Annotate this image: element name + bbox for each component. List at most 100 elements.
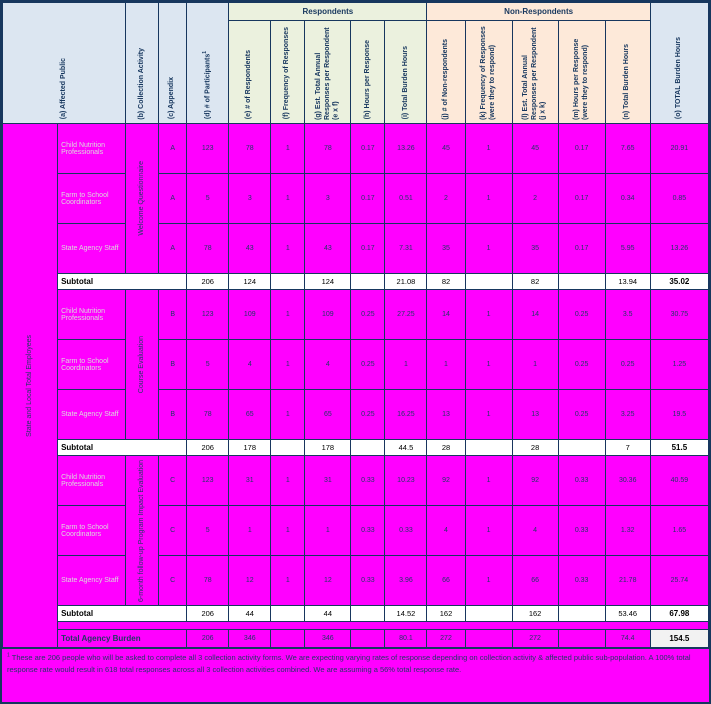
cell-j: 1 xyxy=(426,339,466,390)
col-header-participants: (d) # of Participants1 xyxy=(186,2,230,124)
cell-appendix: A xyxy=(158,123,188,174)
cell-g: 1 xyxy=(304,505,352,556)
col-header-affected-public: (a) Affected Public xyxy=(1,2,127,124)
cell-h: 0.33 xyxy=(350,505,386,556)
footnote-marker: 1 xyxy=(7,652,10,659)
cell-l: 14 xyxy=(511,289,559,340)
activity-cell: Welcome Questionnaire xyxy=(125,123,160,274)
col-header-g-label: (g) Est. Total Annual Responses per Resp… xyxy=(314,26,340,120)
row-label: State Agency Staff xyxy=(57,223,127,274)
cell-g: 178 xyxy=(304,439,352,456)
cell-k: 1 xyxy=(464,339,513,390)
col-header-f-label: (f) Frequency of Responses xyxy=(283,27,291,120)
cell-k: 1 xyxy=(464,123,513,174)
cell-h: 0.17 xyxy=(350,123,386,174)
cell-e: 65 xyxy=(228,389,272,440)
cell-f: 1 xyxy=(270,505,306,556)
cell-o: 40.59 xyxy=(649,455,710,506)
cell-g: 124 xyxy=(304,273,352,290)
cell-k: 1 xyxy=(464,223,513,274)
empty-cell xyxy=(464,605,513,622)
cell-l: 35 xyxy=(511,223,559,274)
cell-appendix: B xyxy=(158,289,188,340)
cell-j: 28 xyxy=(426,439,466,456)
cell-h: 0.33 xyxy=(350,555,386,606)
empty-cell xyxy=(557,629,606,648)
col-header-i-label: (i) Total Burden Hours xyxy=(401,46,409,120)
subtotal-row: Subtotal 206 178 178 44.5 28 28 7 51.5 xyxy=(3,439,710,456)
cell-d: 78 xyxy=(186,389,230,440)
cell-g: 78 xyxy=(304,123,352,174)
col-header-total-burden: (o) TOTAL Burden Hours xyxy=(649,2,710,124)
cell-j: 45 xyxy=(426,123,466,174)
table-row: State Agency Staff B 78 65 1 65 0.25 16.… xyxy=(3,389,710,440)
cell-e: 4 xyxy=(228,339,272,390)
empty-cell xyxy=(557,439,606,456)
empty-cell xyxy=(270,629,306,648)
cell-m: 0.17 xyxy=(557,123,606,174)
cell-g: 4 xyxy=(304,339,352,390)
row-label: Farm to School Coordinators xyxy=(57,505,127,556)
col-header-m: (m) Hours per Response (were they to res… xyxy=(557,20,606,124)
cell-k: 1 xyxy=(464,173,513,224)
cell-appendix: A xyxy=(158,173,188,224)
cell-appendix: C xyxy=(158,455,188,506)
cell-m: 0.33 xyxy=(557,505,606,556)
cell-e: 44 xyxy=(228,605,272,622)
table-row: Farm to School Coordinators A 5 3 1 3 0.… xyxy=(3,173,710,224)
group-header-respondents: Respondents xyxy=(228,2,428,21)
empty-cell xyxy=(464,273,513,290)
cell-j: 13 xyxy=(426,389,466,440)
cell-appendix: B xyxy=(158,389,188,440)
cell-d: 123 xyxy=(186,455,230,506)
cell-n: 3.25 xyxy=(604,389,651,440)
cell-o: 25.74 xyxy=(649,555,710,606)
empty-cell xyxy=(557,605,606,622)
cell-o: 1.65 xyxy=(649,505,710,556)
cell-m: 0.17 xyxy=(557,173,606,224)
cell-m: 0.33 xyxy=(557,555,606,606)
cell-f: 1 xyxy=(270,389,306,440)
cell-i: 21.08 xyxy=(384,273,428,290)
cell-o: 30.75 xyxy=(649,289,710,340)
col-header-collection-activity-label: (b) Collection Activity xyxy=(137,47,145,120)
cell-j: 66 xyxy=(426,555,466,606)
cell-n: 53.46 xyxy=(604,605,651,622)
cell-g: 44 xyxy=(304,605,352,622)
footnote-marker-ref: 1 xyxy=(202,51,209,55)
empty-cell xyxy=(557,273,606,290)
table-row: State Agency Staff A 78 43 1 43 0.17 7.3… xyxy=(3,223,710,274)
cell-i: 3.96 xyxy=(384,555,428,606)
cell-i: 27.25 xyxy=(384,289,428,340)
cell-m: 0.33 xyxy=(557,455,606,506)
empty-cell xyxy=(270,439,306,456)
col-header-n: (n) Total Burden Hours xyxy=(604,20,651,124)
affected-public-label: State and Local Total Employees xyxy=(25,334,33,437)
cell-d: 206 xyxy=(186,629,230,648)
row-label: Child Nutrition Professionals xyxy=(57,455,127,506)
cell-i: 14.52 xyxy=(384,605,428,622)
col-header-k: (k) Frequency of Responses (were they to… xyxy=(464,20,513,124)
cell-i: 7.31 xyxy=(384,223,428,274)
cell-h: 0.25 xyxy=(350,289,386,340)
footnote-text: These are 206 people who will be asked t… xyxy=(7,653,691,674)
table-row: Farm to School Coordinators B 5 4 1 4 0.… xyxy=(3,339,710,390)
cell-h: 0.17 xyxy=(350,223,386,274)
row-label: Farm to School Coordinators xyxy=(57,339,127,390)
cell-m: 0.25 xyxy=(557,289,606,340)
cell-o: 0.85 xyxy=(649,173,710,224)
cell-o: 35.02 xyxy=(649,273,710,290)
cell-m: 0.17 xyxy=(557,223,606,274)
cell-l: 45 xyxy=(511,123,559,174)
empty-cell xyxy=(350,439,386,456)
cell-o: 20.91 xyxy=(649,123,710,174)
cell-appendix: C xyxy=(158,555,188,606)
col-header-k-label: (k) Frequency of Responses (were they to… xyxy=(479,25,496,120)
subtotal-label: Subtotal xyxy=(57,273,188,290)
cell-d: 78 xyxy=(186,223,230,274)
row-label: Child Nutrition Professionals xyxy=(57,123,127,174)
row-label: State Agency Staff xyxy=(57,555,127,606)
cell-e: 124 xyxy=(228,273,272,290)
empty-cell xyxy=(350,629,386,648)
